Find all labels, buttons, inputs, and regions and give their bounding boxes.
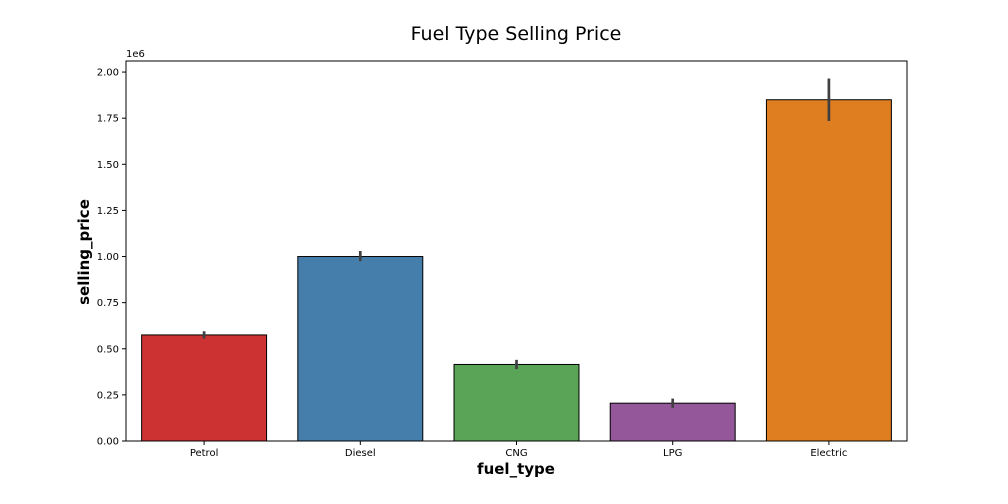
y-ticks-group: 0.00 0.25 0.50 0.75 1.00 1.25 1.50 1.75 2.00 [97, 68, 126, 448]
error-bars-group [202, 78, 831, 408]
bars-group [141, 99, 892, 442]
y-tick-label: 0.75 [97, 298, 119, 309]
y-axis-offset-label: 1e6 [126, 49, 145, 60]
y-tick-label: 2.00 [97, 68, 119, 79]
x-tick-label: Petrol [190, 448, 219, 459]
x-axis-label: fuel_type [477, 460, 555, 478]
y-tick-label: 1.75 [97, 114, 119, 125]
y-axis-label: selling_price [75, 199, 93, 305]
y-tick-label: 1.00 [97, 252, 119, 263]
x-tick-label: LPG [663, 448, 682, 459]
bar-lpg [609, 402, 736, 442]
x-tick-label: Electric [810, 448, 847, 459]
y-tick-label: 1.25 [97, 206, 119, 217]
y-tick-label: 0.25 [97, 390, 119, 401]
bar-petrol [141, 334, 268, 442]
x-tick-label: CNG [505, 448, 527, 459]
x-tick-label: Diesel [345, 448, 376, 459]
x-ticks-group: Petrol Diesel CNG LPG Electric [190, 441, 847, 459]
bar-electric [765, 99, 892, 442]
bar-diesel [297, 256, 424, 442]
plot-frame [125, 60, 908, 442]
y-tick-label: 0.50 [97, 344, 119, 355]
chart-title: Fuel Type Selling Price [411, 23, 622, 45]
bar-cng [453, 363, 580, 442]
y-tick-label: 1.50 [97, 160, 119, 171]
y-tick-label: 0.00 [97, 437, 119, 448]
